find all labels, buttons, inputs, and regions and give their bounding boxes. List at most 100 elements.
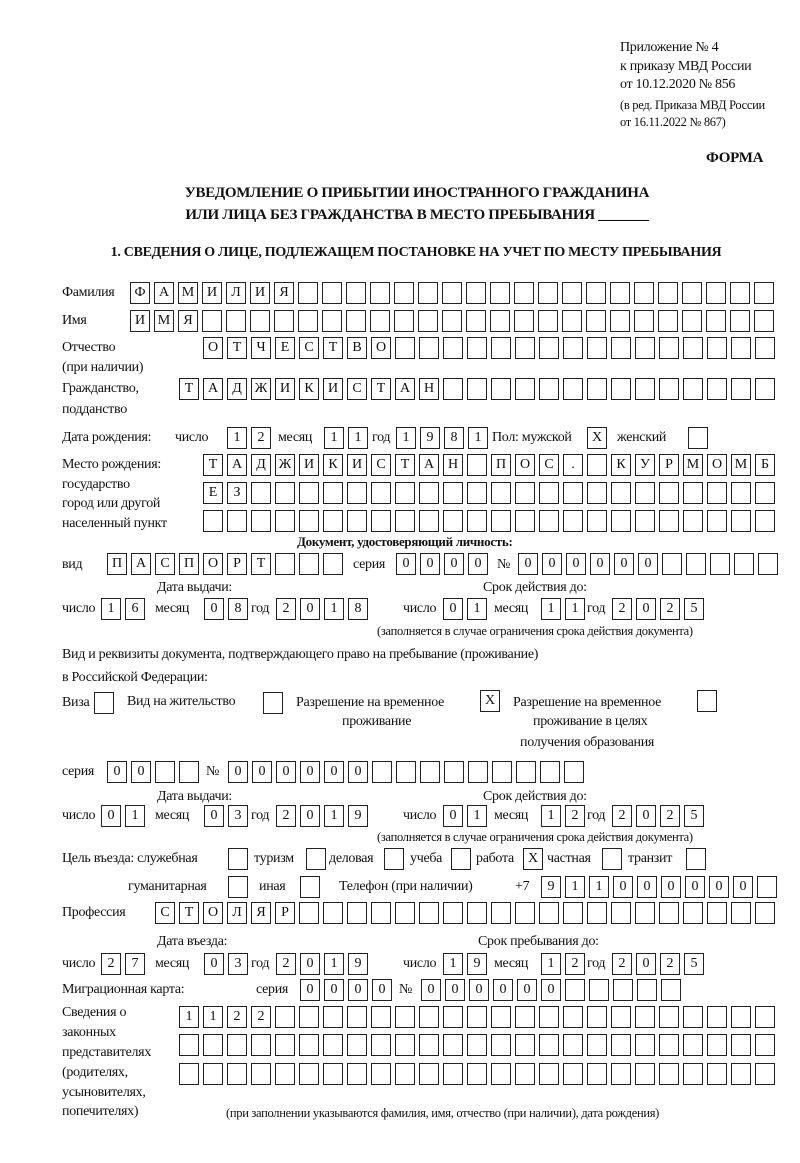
char-cell[interactable] — [706, 310, 726, 332]
char-cell[interactable] — [251, 1034, 271, 1056]
char-cell[interactable]: 1 — [324, 953, 344, 975]
char-cell[interactable]: 0 — [300, 598, 320, 620]
char-cell[interactable] — [683, 1034, 703, 1056]
char-cell[interactable]: 0 — [204, 805, 224, 827]
char-cell[interactable]: 9 — [541, 876, 561, 898]
char-cell[interactable] — [610, 310, 630, 332]
char-cell[interactable] — [443, 902, 463, 924]
char-cell[interactable] — [635, 902, 655, 924]
char-cell[interactable]: 0 — [300, 979, 320, 1001]
char-cell[interactable] — [371, 510, 391, 532]
char-cell[interactable]: Ч — [251, 337, 271, 359]
char-cell[interactable]: 2 — [227, 1006, 247, 1028]
char-cell[interactable]: Т — [179, 378, 199, 400]
char-cell[interactable] — [443, 510, 463, 532]
char-cell[interactable]: 1 — [541, 953, 561, 975]
char-cell[interactable] — [443, 482, 463, 504]
char-cell[interactable] — [586, 282, 606, 304]
char-cell[interactable] — [754, 282, 774, 304]
char-cell[interactable] — [300, 876, 320, 898]
char-cell[interactable] — [586, 310, 606, 332]
char-cell[interactable]: 2 — [612, 598, 632, 620]
char-cell[interactable] — [227, 1063, 247, 1085]
char-cell[interactable]: И — [347, 454, 367, 476]
char-cell[interactable] — [707, 337, 727, 359]
char-cell[interactable] — [275, 553, 295, 575]
char-cell[interactable]: О — [515, 454, 535, 476]
char-cell[interactable]: Н — [419, 378, 439, 400]
char-cell[interactable]: 2 — [612, 953, 632, 975]
char-cell[interactable] — [683, 510, 703, 532]
char-cell[interactable]: 1 — [324, 427, 344, 449]
char-cell[interactable]: 0 — [661, 876, 681, 898]
char-cell[interactable] — [491, 1063, 511, 1085]
char-cell[interactable]: 5 — [684, 805, 704, 827]
char-cell[interactable]: 0 — [733, 876, 753, 898]
char-cell[interactable] — [323, 902, 343, 924]
char-cell[interactable] — [419, 482, 439, 504]
char-cell[interactable] — [563, 510, 583, 532]
char-cell[interactable] — [635, 378, 655, 400]
purpose-other-checkbox[interactable] — [300, 876, 320, 898]
char-cell[interactable] — [611, 337, 631, 359]
char-cell[interactable] — [538, 310, 558, 332]
char-cell[interactable] — [731, 510, 751, 532]
char-cell[interactable] — [491, 1006, 511, 1028]
char-cell[interactable] — [275, 482, 295, 504]
char-cell[interactable]: 2 — [101, 953, 121, 975]
char-cell[interactable]: 0 — [590, 553, 610, 575]
char-cell[interactable] — [587, 1063, 607, 1085]
char-cell[interactable] — [710, 553, 730, 575]
char-cell[interactable] — [731, 902, 751, 924]
char-cell[interactable] — [755, 337, 775, 359]
char-cell[interactable]: Р — [227, 553, 247, 575]
char-cell[interactable]: 0 — [300, 953, 320, 975]
char-cell[interactable]: 0 — [636, 805, 656, 827]
char-cell[interactable] — [659, 482, 679, 504]
char-cell[interactable] — [323, 1006, 343, 1028]
char-cell[interactable]: 0 — [372, 979, 392, 1001]
char-cell[interactable]: 0 — [709, 876, 729, 898]
char-cell[interactable] — [466, 310, 486, 332]
char-cell[interactable] — [275, 1006, 295, 1028]
char-cell[interactable]: А — [419, 454, 439, 476]
char-cell[interactable]: С — [155, 902, 175, 924]
char-cell[interactable]: Д — [227, 378, 247, 400]
char-cell[interactable] — [635, 510, 655, 532]
char-cell[interactable] — [563, 1034, 583, 1056]
char-cell[interactable] — [565, 979, 585, 1001]
char-cell[interactable] — [442, 282, 462, 304]
char-cell[interactable]: 1 — [203, 1006, 223, 1028]
char-cell[interactable]: И — [275, 378, 295, 400]
char-cell[interactable]: У — [635, 454, 655, 476]
char-cell[interactable] — [299, 510, 319, 532]
char-cell[interactable] — [514, 282, 534, 304]
char-cell[interactable] — [682, 282, 702, 304]
char-cell[interactable] — [587, 337, 607, 359]
char-cell[interactable]: Л — [226, 282, 246, 304]
char-cell[interactable]: 0 — [348, 979, 368, 1001]
trp-edu-checkbox[interactable] — [697, 690, 717, 712]
char-cell[interactable]: О — [707, 454, 727, 476]
char-cell[interactable] — [587, 378, 607, 400]
char-cell[interactable] — [515, 1063, 535, 1085]
char-cell[interactable] — [396, 761, 416, 783]
char-cell[interactable]: 1 — [227, 427, 247, 449]
char-cell[interactable]: Р — [275, 902, 295, 924]
char-cell[interactable] — [419, 1006, 439, 1028]
char-cell[interactable]: В — [347, 337, 367, 359]
char-cell[interactable]: 9 — [467, 953, 487, 975]
char-cell[interactable]: 2 — [660, 805, 680, 827]
char-cell[interactable] — [515, 378, 535, 400]
char-cell[interactable] — [731, 378, 751, 400]
char-cell[interactable] — [659, 1063, 679, 1085]
char-cell[interactable] — [635, 482, 655, 504]
char-cell[interactable]: К — [611, 454, 631, 476]
